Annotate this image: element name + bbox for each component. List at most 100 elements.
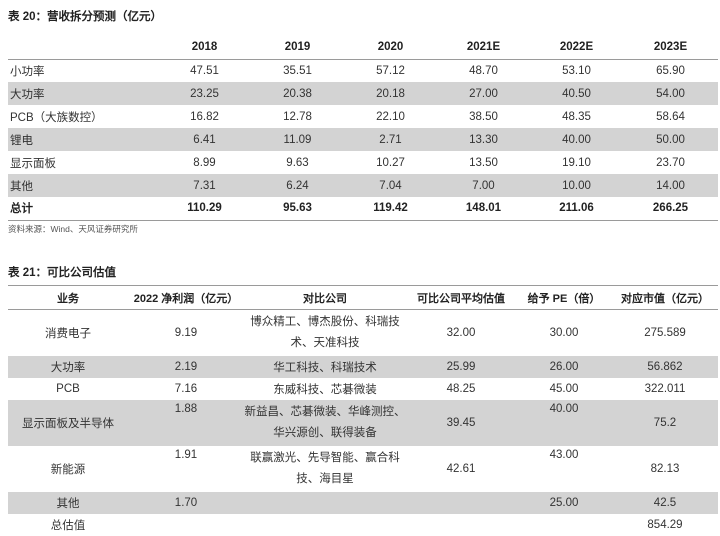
profit-cell: 1.91	[174, 448, 198, 461]
cell-value: 13.50	[469, 156, 498, 169]
avg-pe-cell: 32.00	[446, 326, 476, 339]
table-row: 大功率 2.19 华工科技、科瑞技术 25.99 26.00 56.862	[8, 355, 718, 378]
cell-value: 148.01	[437, 197, 530, 221]
cell-value: 53.10	[562, 64, 591, 77]
table-header-row: 2018 2019 2020 2021E 2022E 2023E	[8, 36, 718, 60]
market-value-cell: 854.29	[647, 518, 683, 531]
cell-value: 10.27	[376, 156, 405, 169]
cell-value: 14.00	[623, 174, 718, 197]
table1-title: 表 20：营收拆分预测（亿元）	[8, 11, 162, 23]
table-row: 新能源 1.91 联赢激光、先导智能、赢合科技、海目星 42.61 43.00 …	[8, 446, 718, 492]
market-value-cell: 75.2	[612, 399, 718, 446]
companies-cell: 东威科技、芯碁微装	[273, 383, 377, 396]
market-value-cell: 82.13	[650, 462, 680, 475]
avg-pe-cell: 25.99	[406, 355, 516, 378]
cell-value: 16.82	[190, 110, 219, 123]
row-label: 显示面板	[10, 157, 56, 170]
avg-pe-cell	[406, 491, 516, 514]
column-header: 2020	[344, 36, 437, 60]
cell-value: 54.00	[623, 82, 718, 105]
cell-value: 95.63	[251, 197, 344, 221]
cell-value: 27.00	[437, 82, 530, 105]
avg-pe-cell: 39.45	[406, 399, 516, 446]
profit-cell: 2.19	[128, 355, 244, 378]
column-header: 对应市值（亿元）	[612, 285, 718, 310]
cell-value: 7.00	[437, 174, 530, 197]
column-header	[8, 36, 158, 60]
companies-cell: 华工科技、科瑞技术	[244, 355, 406, 378]
cell-value: 266.25	[623, 197, 718, 221]
total-row: 总计 110.29 95.63 119.42 148.01 211.06 266…	[8, 197, 718, 221]
cell-value: 40.00	[530, 128, 623, 151]
cell-value: 48.70	[469, 64, 498, 77]
business-cell: 显示面板及半导体	[8, 399, 128, 446]
cell-value: 7.31	[158, 174, 251, 197]
business-cell: 消费电子	[45, 327, 91, 340]
cell-value: 48.35	[562, 110, 591, 123]
row-label: 锂电	[8, 128, 158, 151]
companies-cell	[244, 514, 406, 536]
column-header: 2022E	[530, 36, 623, 60]
pe-cell: 43.00	[549, 448, 579, 461]
market-value-cell: 56.862	[612, 355, 718, 378]
profit-cell: 9.19	[174, 326, 198, 339]
business-cell: 新能源	[50, 463, 86, 476]
column-header: 2021E	[437, 36, 530, 60]
revenue-forecast-table: 2018 2019 2020 2021E 2022E 2023E 小功率 47.…	[8, 36, 718, 221]
cell-value: 19.10	[562, 156, 591, 169]
business-cell: PCB	[56, 382, 80, 395]
market-value-cell: 322.011	[644, 382, 686, 395]
profit-cell	[128, 514, 244, 536]
pe-cell: 40.00	[516, 399, 612, 446]
cell-value: 35.51	[283, 64, 312, 77]
business-cell: 总估值	[50, 519, 86, 532]
table-header-row: 业务 2022 净利润（亿元） 对比公司 可比公司平均估值 给予 PE（倍） 对…	[8, 285, 718, 310]
table-row: 其他 1.70 25.00 42.5	[8, 491, 718, 514]
companies-cell: 博众精工、博杰股份、科瑞技术、天准科技	[250, 315, 400, 349]
column-header: 对比公司	[244, 285, 406, 310]
column-header: 2023E	[623, 36, 718, 60]
column-header: 可比公司平均估值	[406, 285, 516, 310]
cell-value: 20.18	[344, 82, 437, 105]
cell-value: 9.63	[286, 156, 309, 169]
cell-value: 211.06	[530, 197, 623, 221]
avg-pe-cell: 42.61	[446, 462, 476, 475]
market-value-cell: 275.589	[644, 326, 686, 339]
pe-cell: 30.00	[549, 326, 579, 339]
row-label: 小功率	[10, 65, 45, 78]
table-row: 锂电 6.41 11.09 2.71 13.30 40.00 50.00	[8, 128, 718, 151]
avg-pe-cell: 48.25	[446, 382, 476, 395]
profit-cell: 7.16	[174, 382, 198, 395]
pe-cell: 26.00	[516, 355, 612, 378]
column-header: 2019	[251, 36, 344, 60]
table2-title: 表 21：可比公司估值	[8, 267, 116, 279]
cell-value: 11.09	[251, 128, 344, 151]
cell-value: 7.04	[344, 174, 437, 197]
column-header: 2018	[158, 36, 251, 60]
column-header: 2022 净利润（亿元）	[128, 285, 244, 310]
companies-cell: 新益昌、芯碁微装、华峰测控、华兴源创、联得装备	[244, 399, 406, 446]
pe-cell: 45.00	[549, 382, 579, 395]
cell-value: 58.64	[656, 110, 685, 123]
profit-cell: 1.70	[128, 491, 244, 514]
pe-cell	[516, 514, 612, 536]
cell-value: 13.30	[437, 128, 530, 151]
business-cell: 大功率	[8, 355, 128, 378]
profit-cell: 1.88	[128, 399, 244, 446]
table-row: 消费电子 9.19 博众精工、博杰股份、科瑞技术、天准科技 32.00 30.0…	[8, 310, 718, 356]
source-note: 资料来源：Wind、天风证券研究所	[8, 224, 138, 234]
cell-value: 2.71	[344, 128, 437, 151]
table-row: 显示面板及半导体 1.88 新益昌、芯碁微装、华峰测控、华兴源创、联得装备 39…	[8, 399, 718, 446]
cell-value: 10.00	[530, 174, 623, 197]
avg-pe-cell	[406, 514, 516, 536]
cell-value: 50.00	[623, 128, 718, 151]
cell-value: 40.50	[530, 82, 623, 105]
column-header: 给予 PE（倍）	[516, 285, 612, 310]
table-row: 小功率 47.51 35.51 57.12 48.70 53.10 65.90	[8, 59, 718, 82]
cell-value: 20.38	[251, 82, 344, 105]
row-label: 大功率	[8, 82, 158, 105]
cell-value: 57.12	[376, 64, 405, 77]
cell-value: 119.42	[344, 197, 437, 221]
cell-value: 8.99	[193, 156, 216, 169]
